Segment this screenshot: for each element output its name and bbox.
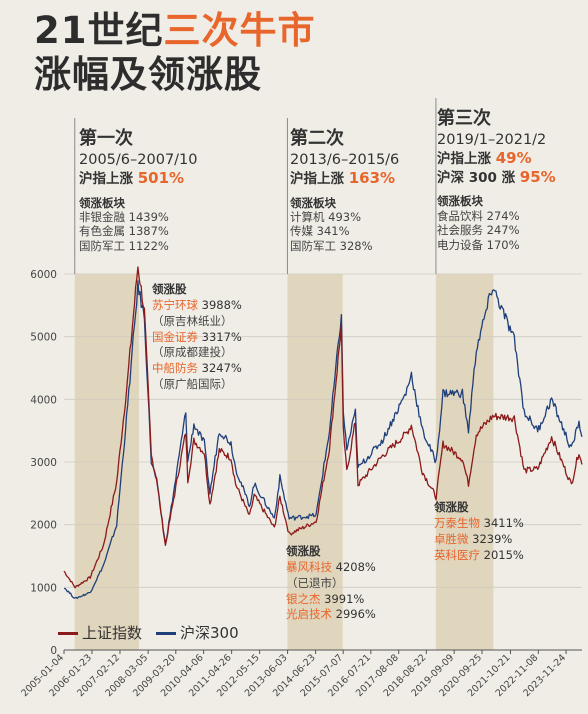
x-axis [63,649,582,654]
phase-2-annotation: 第二次 2013/6–2015/6 沪指上涨 163% 领涨板块 计算机 493… [290,128,399,253]
leader-item: 中船防务 3247% [152,361,242,376]
leader-note: （原吉林纸业） [152,313,233,328]
y-tick-label: 5000 [30,332,57,344]
series-line-sse [63,266,583,589]
phase-1-sector-head: 领涨板块 [79,195,125,210]
phase-1-sector: 国防军工 1122% [79,238,169,253]
leaders-head: 领涨股 [286,544,321,558]
y-axis-tick-labels: 0 1000 2000 3000 4000 5000 6000 [30,269,57,657]
y-tick-label: 2000 [30,520,57,532]
phase-2-sector: 传媒 341% [290,224,350,239]
leader-item: 国金证券 3317% [152,329,242,344]
y-tick-label: 6000 [30,269,57,281]
chart-legend: 上证指数 沪深300 [58,622,239,643]
y-tick-label: 3000 [30,457,57,469]
leader-note: （原广船国际） [152,377,233,392]
phase-2-date: 2013/6–2015/6 [290,151,400,168]
leader-item: 万泰生物 3411% [434,515,524,530]
phase-1-annotation: 第一次 2005/6–2007/10 沪指上涨 501% 领涨板块 非银金融 1… [79,128,198,253]
phase-3-annotation: 第三次 2019/1–2021/2 沪指上涨 49% 沪深 300 涨 95% … [437,108,556,252]
phase-2-sector-head: 领涨板块 [290,195,336,210]
leader-note: （已退市） [286,575,344,590]
phase-3-sector: 食品饮料 274% [437,208,520,223]
phase-2-sector: 国防军工 328% [290,238,373,253]
x-axis-tick-labels: 2005-01-042006-01-232007-02-122008-03-05… [19,652,568,699]
y-tick-label: 0 [50,645,57,657]
chart-title-line1: 21世纪三次牛市 [34,12,316,49]
phase-1-date: 2005/6–2007/10 [79,151,198,168]
leaders-head: 领涨股 [152,282,187,296]
phase-2-sector: 计算机 493% [290,209,362,224]
title-part-highlight: 三次牛市 [163,9,316,52]
phase-3-sector-head: 领涨板块 [437,194,483,209]
phase-2-index-gain: 沪指上涨 163% [290,168,396,187]
phase-3-index-gain: 沪指上涨 49% [437,148,532,167]
y-gridlines [64,273,582,588]
leader-item: 暴风科技 4208% [286,559,376,574]
phase-3-name: 第三次 [437,108,491,129]
phase-3-leaders: 领涨股 万泰生物 3411% 卓胜微 3239% 英科医疗 2015% [434,500,524,563]
phase-connector-lines [74,98,437,274]
phase-2-leaders: 领涨股 暴风科技 4208% （已退市） 银之杰 3991% 光启技术 2996… [286,544,376,623]
phase-3-sector: 社会服务 247% [437,223,520,238]
y-tick-label: 1000 [30,582,57,594]
series-lines [63,266,583,600]
chart-title-line2: 涨幅及领涨股 [34,53,262,96]
legend-entry-csi300: 沪深300 [156,622,239,643]
phase-1-index-gain: 沪指上涨 501% [79,168,185,187]
legend-entry-sse: 上证指数 [58,622,142,643]
phase-3-sector: 电力设备 170% [437,237,520,252]
leader-item: 银之杰 3991% [286,591,365,606]
leader-item: 英科医疗 2015% [434,547,524,562]
leaders-head: 领涨股 [434,500,469,514]
phase-3-index2-gain: 沪深 300 涨 95% [437,167,556,186]
phase-2-name: 第二次 [290,128,344,149]
phase-1-sector: 非银金融 1439% [79,209,169,224]
phase-1-name: 第一次 [79,128,133,149]
phase-3-date: 2019/1–2021/2 [437,131,547,148]
leader-note: （原成都建投） [152,345,233,360]
title-part-a: 21世纪 [34,9,164,52]
leader-item: 苏宁环球 3988% [152,297,242,312]
leader-item: 光启技术 2996% [286,607,376,622]
phase-1-sector: 有色金属 1387% [79,224,169,239]
leader-item: 卓胜微 3239% [434,531,513,546]
phase-1-leaders: 领涨股 苏宁环球 3988% （原吉林纸业） 国金证券 3317% （原成都建投… [152,282,242,393]
y-tick-label: 4000 [30,394,57,406]
